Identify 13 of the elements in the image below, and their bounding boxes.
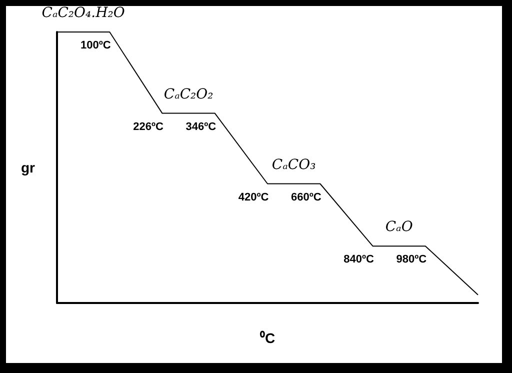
annotation: 660ºC (290, 191, 322, 204)
annotation: 420ºC (238, 191, 269, 204)
annotation: CₐC₂O₂ (164, 86, 214, 102)
annotation: CₐO (385, 219, 414, 236)
y-axis-title: gr (21, 160, 36, 176)
annotation: CₐCO₃ (272, 156, 316, 173)
annotation: 980ºC (396, 254, 427, 266)
annotation: 226ºC (133, 120, 164, 133)
x-axis-title: ⁰C (258, 330, 276, 346)
annotation: 840ºC (344, 254, 374, 266)
annotation: 346ºC (186, 120, 216, 133)
text: CₐC₂O₄.H₂O (42, 5, 126, 21)
annotation: 100ºC (80, 40, 111, 52)
